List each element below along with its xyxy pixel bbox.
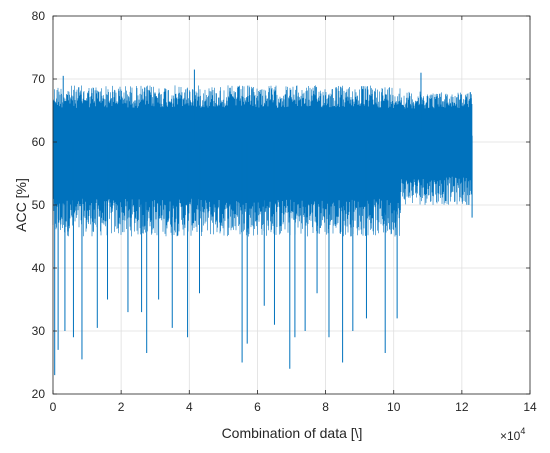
y-tick-label: 30 [32, 324, 46, 338]
tick-labels: 0 2 4 6 8 10 12 14 20 30 40 50 60 70 80 [32, 9, 537, 414]
x-tick-label: 6 [254, 400, 261, 414]
x-tick-label: 4 [186, 400, 193, 414]
x-tick-label: 10 [387, 400, 401, 414]
ticks [52, 15, 531, 395]
x-tick-label: 14 [523, 400, 537, 414]
y-tick-label: 40 [32, 261, 46, 275]
x-tick-label: 12 [455, 400, 469, 414]
x-axis-exponent-power: 4 [520, 426, 525, 436]
y-tick-label: 60 [32, 135, 46, 149]
y-tick-label: 70 [32, 72, 46, 86]
y-tick-label: 50 [32, 198, 46, 212]
x-axis-label: Combination of data [\] [222, 425, 363, 441]
series-line [52, 85, 473, 237]
y-tick-label: 80 [32, 9, 46, 23]
y-tick-label: 20 [32, 387, 46, 401]
x-axis-exponent-base: ×10 [500, 429, 521, 443]
series-group [52, 69, 473, 376]
x-tick-label: 8 [322, 400, 329, 414]
x-tick-label: 0 [50, 400, 57, 414]
x-axis-exponent: ×104 [500, 426, 525, 443]
y-axis-label: ACC [%] [13, 178, 29, 232]
x-tick-label: 2 [118, 400, 125, 414]
